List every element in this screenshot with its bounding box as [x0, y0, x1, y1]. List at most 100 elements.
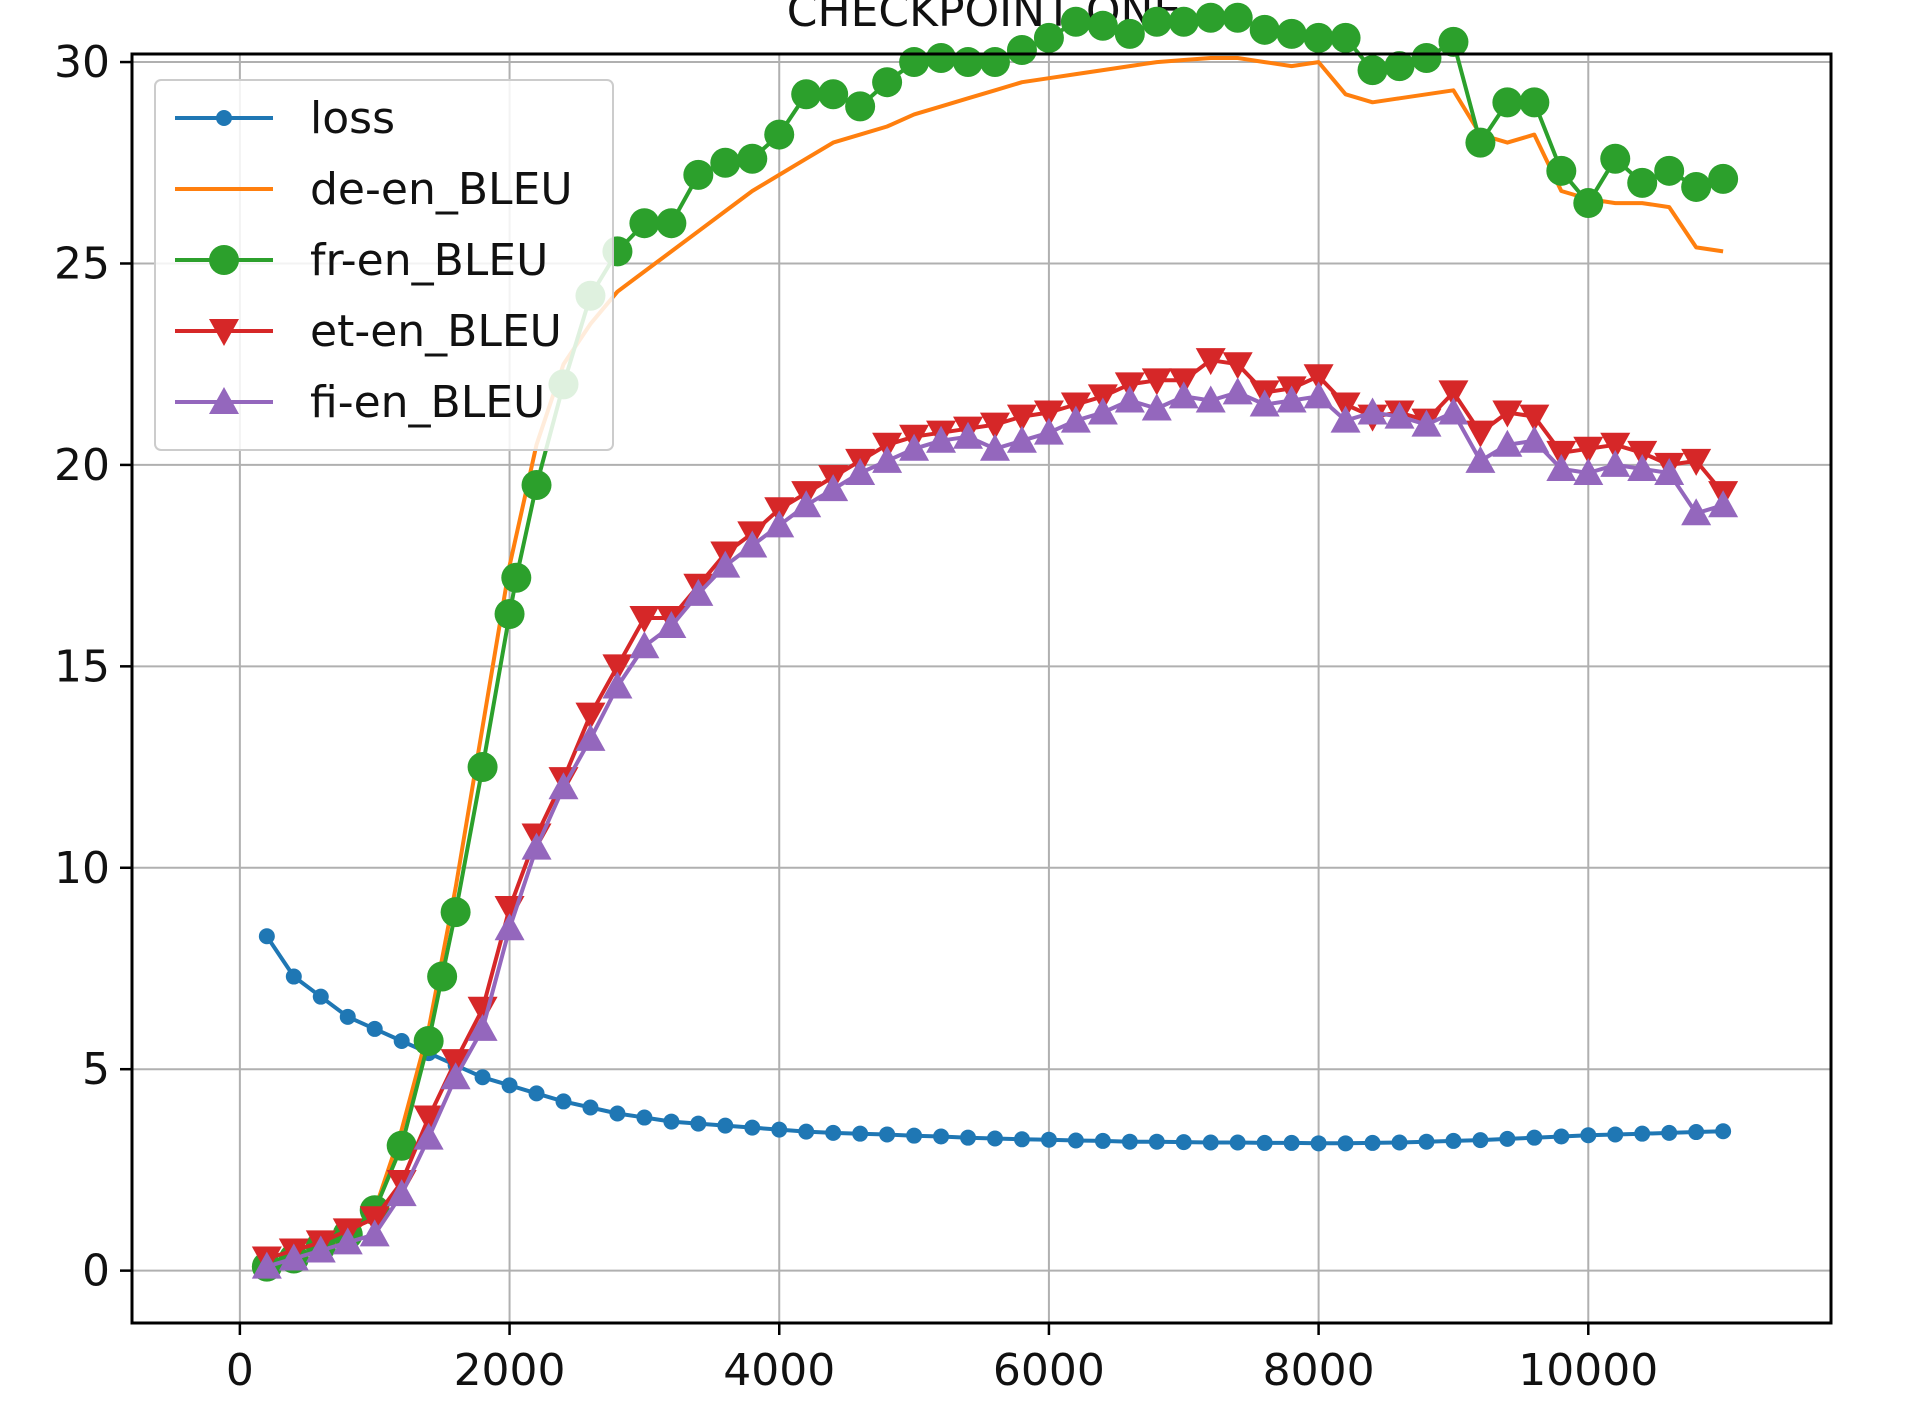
data-point-fi-en-bleu	[1087, 397, 1118, 425]
data-point-loss	[1688, 1124, 1705, 1141]
data-point-fi-en-bleu	[1708, 490, 1739, 518]
data-point-et-en-bleu	[1033, 400, 1064, 428]
data-point-fr-en-bleu	[979, 47, 1010, 78]
data-point-fr-en-bleu	[791, 79, 822, 110]
data-point-loss	[1391, 1134, 1408, 1151]
data-point-loss	[879, 1126, 896, 1143]
data-point-loss	[1364, 1134, 1381, 1151]
plot-frame	[130, 52, 1833, 1325]
data-point-fr-en-bleu	[521, 470, 552, 501]
legend-label: loss	[310, 93, 395, 144]
data-point-loss	[393, 1033, 410, 1049]
data-point-et-en-bleu	[629, 606, 660, 633]
data-point-fi-en-bleu	[1276, 385, 1307, 413]
data-point-fi-en-bleu	[1681, 498, 1712, 526]
data-point-fi-en-bleu	[1168, 381, 1199, 409]
data-point-et-en-bleu	[1600, 432, 1631, 460]
legend: loss de-en_BLEU fr-en_BLEU et-en_BLEU fi-en_…	[154, 79, 614, 451]
data-point-fi-en-bleu	[1654, 457, 1685, 485]
data-point-et-en-bleu	[413, 1105, 444, 1133]
data-point-fi-en-bleu	[575, 723, 606, 751]
data-point-fi-en-bleu	[386, 1179, 417, 1207]
data-point-et-en-bleu	[1519, 404, 1550, 432]
data-point-fr-en-bleu	[1357, 55, 1388, 86]
data-point-fi-en-bleu	[953, 421, 984, 449]
data-point-et-en-bleu	[979, 412, 1010, 440]
y-tick-label: 15	[54, 641, 110, 692]
data-point-fi-en-bleu	[521, 832, 552, 860]
x-tick-label: 4000	[723, 1345, 835, 1396]
data-point-fi-en-bleu	[818, 474, 849, 502]
data-point-loss	[1526, 1129, 1543, 1146]
series-fi-en-bleu	[251, 377, 1739, 1279]
grid-lines	[132, 54, 1831, 1323]
data-point-et-en-bleu	[602, 654, 633, 682]
data-point-fi-en-bleu	[1303, 381, 1334, 409]
data-point-loss	[1553, 1128, 1570, 1145]
data-point-fr-en-bleu	[1600, 143, 1631, 174]
data-point-loss	[986, 1130, 1003, 1147]
data-point-fi-en-bleu	[872, 445, 903, 473]
data-point-loss	[582, 1099, 599, 1116]
legend-label: fi-en_BLEU	[310, 377, 545, 428]
data-point-loss	[1283, 1134, 1300, 1151]
data-point-fi-en-bleu	[1600, 449, 1631, 477]
data-point-loss	[501, 1077, 518, 1094]
data-point-fi-en-bleu	[440, 1062, 471, 1090]
data-point-fr-en-bleu	[386, 1130, 417, 1161]
data-point-fi-en-bleu	[1114, 385, 1145, 413]
data-point-loss	[339, 1008, 356, 1025]
data-point-et-en-bleu	[1006, 404, 1037, 432]
data-point-fi-en-bleu	[926, 425, 957, 453]
data-point-loss	[285, 968, 302, 985]
x-tick-label: 10000	[1518, 1345, 1658, 1396]
data-point-fr-en-bleu	[1222, 2, 1253, 33]
data-point-loss	[906, 1127, 923, 1144]
data-point-loss	[933, 1128, 950, 1145]
legend-item-de-en-bleu: de-en_BLEU	[175, 164, 573, 215]
data-point-et-en-bleu	[575, 702, 606, 730]
data-point-fr-en-bleu	[1654, 155, 1685, 186]
data-point-loss	[960, 1129, 977, 1146]
y-tick-label: 0	[82, 1246, 110, 1297]
data-point-loss	[852, 1125, 869, 1142]
y-tick-label: 5	[82, 1044, 110, 1095]
data-point-fr-en-bleu	[467, 752, 498, 783]
data-point-fi-en-bleu	[1546, 453, 1577, 481]
data-point-fr-en-bleu	[656, 208, 687, 239]
data-point-loss	[1337, 1135, 1354, 1152]
data-point-fi-en-bleu	[1627, 453, 1658, 481]
data-point-fr-en-bleu	[899, 47, 930, 78]
data-point-fr-en-bleu	[1303, 22, 1334, 53]
legend-label: de-en_BLEU	[310, 164, 573, 215]
data-point-et-en-bleu	[1438, 380, 1469, 408]
data-point-loss	[717, 1117, 734, 1134]
data-point-et-en-bleu	[1492, 400, 1523, 428]
data-point-fr-en-bleu	[764, 119, 795, 150]
x-tick-label: 6000	[993, 1345, 1105, 1396]
data-point-fi-en-bleu	[683, 578, 714, 606]
data-point-fr-en-bleu	[440, 897, 471, 928]
data-point-fr-en-bleu	[872, 67, 903, 98]
data-point-fr-en-bleu	[1546, 155, 1577, 186]
data-point-loss	[1661, 1124, 1678, 1141]
data-point-fr-en-bleu	[1573, 188, 1604, 219]
data-point-fi-en-bleu	[737, 530, 768, 558]
data-point-fr-en-bleu	[953, 47, 984, 78]
legend-marker	[216, 110, 232, 126]
data-point-fi-en-bleu	[899, 433, 930, 461]
data-point-loss	[1202, 1134, 1219, 1151]
data-point-fr-en-bleu	[1330, 22, 1361, 53]
data-point-fi-en-bleu	[1492, 429, 1523, 457]
data-point-fr-en-bleu	[710, 147, 741, 178]
data-point-fr-en-bleu	[818, 79, 849, 110]
data-point-loss	[1040, 1131, 1057, 1148]
data-point-fr-en-bleu	[494, 598, 525, 629]
data-point-fr-en-bleu	[926, 43, 957, 74]
data-point-fi-en-bleu	[494, 913, 525, 941]
data-point-fi-en-bleu	[764, 510, 795, 538]
data-point-fi-en-bleu	[1195, 385, 1226, 413]
y-tick-label: 10	[54, 843, 110, 894]
data-point-fr-en-bleu	[1168, 6, 1199, 37]
data-point-loss	[1094, 1132, 1111, 1149]
